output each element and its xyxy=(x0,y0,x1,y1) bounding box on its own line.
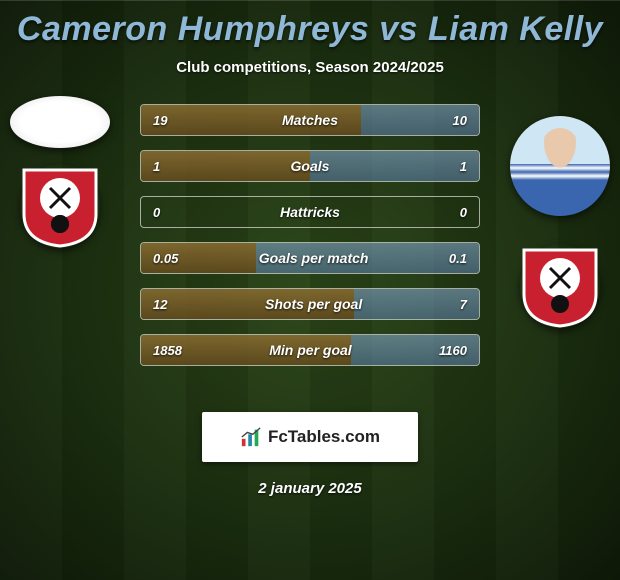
page-title: Cameron Humphreys vs Liam Kelly xyxy=(0,10,620,49)
logo-suffix: Tables.com xyxy=(288,427,380,446)
crest-right-icon xyxy=(520,244,600,328)
stat-value-left: 19 xyxy=(153,113,167,128)
stat-row: 12 Shots per goal 7 xyxy=(140,288,480,320)
stat-rows-container: 19Matches101Goals10Hattricks00.05Goals p… xyxy=(140,104,480,380)
stat-value-left: 1 xyxy=(153,159,160,174)
stat-row: 1858 Min per goal 1160 xyxy=(140,334,480,366)
stat-value-right: 7 xyxy=(460,297,467,312)
stat-label: Goals per match xyxy=(259,250,369,266)
logo-text: FcTables.com xyxy=(268,427,380,447)
stat-label: Min per goal xyxy=(269,342,351,358)
stat-value-right: 0 xyxy=(460,205,467,220)
content-wrapper: Cameron Humphreys vs Liam Kelly Club com… xyxy=(0,0,620,580)
stat-row: 19 Matches 10 xyxy=(140,104,480,136)
stat-value-left: 1858 xyxy=(153,343,182,358)
stat-label: Goals xyxy=(291,158,330,174)
stat-label: Matches xyxy=(282,112,338,128)
crest-left-icon xyxy=(20,164,100,248)
stat-value-right: 10 xyxy=(453,113,467,128)
stat-row: 1 Goals 1 xyxy=(140,150,480,182)
stat-value-right: 1 xyxy=(460,159,467,174)
player-left-avatar xyxy=(10,96,110,148)
date-text: 2 january 2025 xyxy=(0,480,620,497)
logo-prefix: Fc xyxy=(268,427,288,446)
fctables-logo: FcTables.com xyxy=(202,412,418,462)
player-right-avatar xyxy=(510,116,610,216)
stat-label: Shots per goal xyxy=(265,296,362,312)
stat-row: 0.05 Goals per match 0.1 xyxy=(140,242,480,274)
club-crest-left xyxy=(20,164,100,248)
stat-value-left: 0 xyxy=(153,205,160,220)
stat-value-right: 0.1 xyxy=(449,251,467,266)
stat-label: Hattricks xyxy=(280,204,340,220)
stat-value-right: 1160 xyxy=(439,343,467,358)
stat-value-left: 12 xyxy=(153,297,167,312)
stat-row: 0 Hattricks 0 xyxy=(140,196,480,228)
stat-fill-right xyxy=(310,151,479,181)
club-crest-right xyxy=(520,244,600,328)
stats-area: 19Matches101Goals10Hattricks00.05Goals p… xyxy=(0,104,620,394)
chart-icon xyxy=(240,426,262,448)
stat-fill-left xyxy=(141,151,310,181)
stat-value-left: 0.05 xyxy=(153,251,178,266)
page-subtitle: Club competitions, Season 2024/2025 xyxy=(0,59,620,76)
